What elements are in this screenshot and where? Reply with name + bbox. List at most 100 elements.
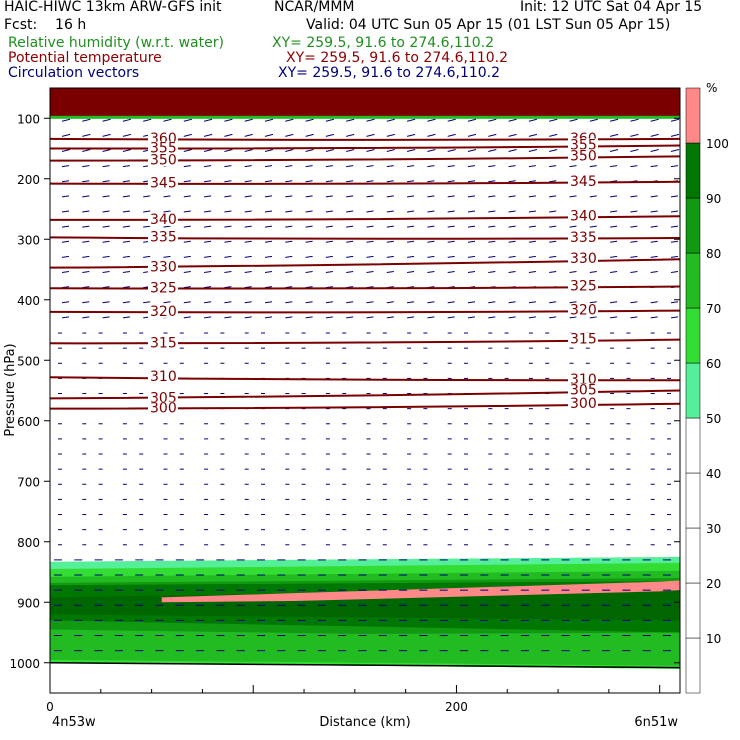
vector-arrow	[264, 301, 273, 304]
vector-arrow	[508, 271, 516, 274]
vector-arrow	[204, 271, 212, 274]
theta-label-335: 335	[570, 230, 597, 246]
center-text: NCAR/MMM	[274, 0, 355, 15]
vector-arrow	[224, 271, 232, 274]
theta-label-bg	[148, 153, 178, 167]
vector-arrow	[610, 165, 618, 168]
vector-arrow	[61, 271, 70, 274]
theta-label-bg	[148, 212, 178, 226]
vector-arrow	[285, 225, 293, 228]
vector-arrow	[61, 180, 70, 183]
vector-arrow	[305, 133, 314, 137]
vector-arrow	[183, 118, 192, 122]
theta-label-340: 340	[150, 212, 177, 228]
theta-contour-layer: 3603603553553503503453453403403353353303…	[50, 131, 680, 417]
vector-arrow	[102, 316, 110, 319]
y-axis-label: Pressure (hPa)	[3, 343, 18, 436]
vector-arrow	[224, 255, 232, 258]
vector-arrow	[650, 118, 659, 122]
vector-arrow	[630, 255, 638, 258]
vector-arrow	[264, 240, 273, 243]
vector-arrow	[61, 149, 71, 153]
vector-arrow	[407, 240, 415, 243]
vector-arrow	[508, 195, 516, 198]
vector-arrow	[386, 210, 394, 213]
vector-arrow	[427, 149, 436, 153]
vector-arrow	[670, 301, 679, 304]
vector-arrow	[488, 210, 496, 213]
vector-arrow	[366, 255, 374, 258]
vector-arrow	[122, 118, 132, 122]
rh-top-green-line	[50, 115, 680, 119]
vector-arrow	[224, 316, 232, 319]
theta-label-bg	[568, 373, 598, 387]
vector-arrow	[630, 195, 638, 198]
vector-arrow	[589, 301, 597, 304]
vector-arrow	[427, 118, 436, 122]
vector-arrow	[264, 210, 273, 213]
vector-arrow	[244, 301, 252, 304]
theta-label-bg	[568, 209, 598, 223]
vector-arrow	[528, 133, 538, 137]
vector-arrow	[143, 118, 152, 122]
vector-arrow	[346, 210, 354, 213]
rh-top-band	[50, 88, 680, 118]
vector-arrow	[488, 225, 496, 228]
vector-arrow	[244, 316, 252, 319]
vector-arrow	[224, 149, 233, 153]
vector-arrow	[305, 165, 313, 168]
vector-arrow	[406, 149, 416, 153]
vector-arrow	[630, 225, 638, 228]
theta-label-bg	[148, 141, 178, 155]
vector-arrow	[244, 286, 252, 289]
vector-arrow	[528, 118, 538, 122]
vector-arrow	[610, 271, 618, 274]
theta-label-320: 320	[150, 304, 177, 320]
vector-arrow	[61, 316, 70, 319]
vector-arrow	[508, 149, 517, 153]
theta-label-325: 325	[150, 280, 177, 296]
vector-arrow	[61, 210, 70, 213]
vector-arrow	[427, 240, 435, 243]
vector-arrow	[244, 149, 253, 153]
vector-arrow	[386, 133, 395, 137]
theta-label-bg	[568, 279, 598, 293]
vector-arrow	[244, 195, 252, 198]
vector-arrow	[163, 210, 171, 213]
vector-arrow	[285, 118, 294, 122]
vector-arrow	[325, 316, 333, 319]
colorbar-segment	[685, 582, 701, 639]
vector-arrow	[407, 225, 415, 228]
vector-arrow	[244, 240, 252, 243]
vector-arrow	[488, 180, 496, 183]
vector-arrow	[508, 118, 517, 122]
vector-arrow	[325, 149, 335, 153]
vector-arrow	[609, 118, 619, 122]
vector-arrow	[325, 255, 333, 258]
vector-arrow	[346, 149, 355, 153]
colorbar-label: 10	[706, 632, 721, 646]
vector-arrow	[224, 240, 232, 243]
colorbar: 10 20 30 40 50 60 70 80 90 100%	[685, 81, 729, 694]
theta-label-300: 300	[570, 396, 597, 412]
vector-arrow	[549, 133, 558, 137]
vector-arrow	[508, 255, 516, 258]
vector-arrow	[386, 316, 394, 319]
vector-arrow	[305, 210, 313, 213]
vector-arrow	[670, 118, 680, 122]
vector-arrow	[650, 210, 658, 213]
vector-arrow	[204, 316, 212, 319]
vector-arrow	[204, 165, 212, 168]
vector-arrow	[549, 195, 557, 198]
vector-arrow	[528, 225, 536, 228]
vector-arrow	[670, 165, 679, 168]
vector-arrow	[102, 225, 110, 228]
theta-label-345: 345	[570, 174, 597, 190]
x-tick-label: 0	[46, 700, 54, 714]
surface-line	[50, 662, 680, 669]
vector-arrow	[224, 225, 232, 228]
vector-arrow	[427, 165, 435, 168]
vector-arrow	[285, 180, 293, 183]
vector-arrow	[305, 255, 313, 258]
vector-arrow	[488, 271, 496, 274]
